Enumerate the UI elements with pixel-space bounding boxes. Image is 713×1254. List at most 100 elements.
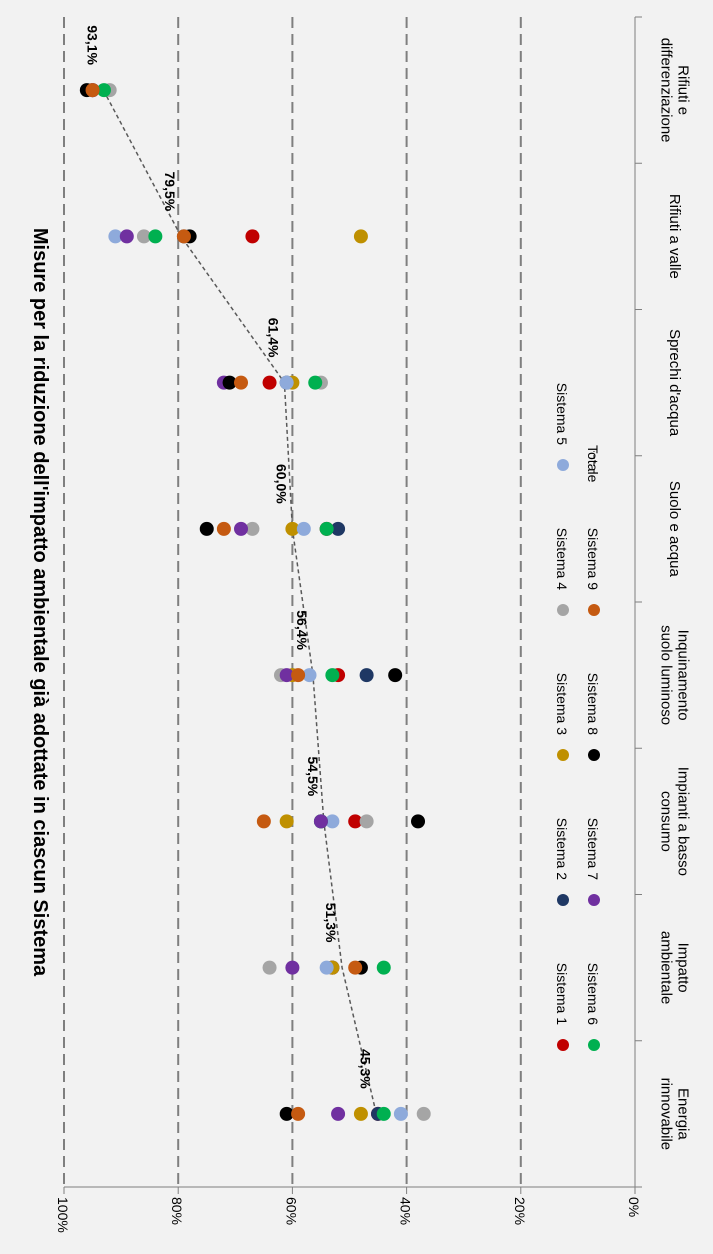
data-point xyxy=(353,229,368,244)
category-label-line: Sprechi d'acqua xyxy=(666,329,683,437)
points xyxy=(79,83,431,1121)
data-point xyxy=(108,229,123,244)
legend-label: Sistema 8 xyxy=(585,673,601,735)
data-point xyxy=(245,521,260,536)
category-label-line: differenziazione xyxy=(658,38,675,143)
value-tick-label: 80% xyxy=(169,1197,185,1225)
data-point xyxy=(331,521,346,536)
data-point xyxy=(222,375,237,390)
data-point xyxy=(216,521,231,536)
category-label-line: consumo xyxy=(658,791,675,852)
data-point xyxy=(136,229,151,244)
data-point xyxy=(331,1106,346,1121)
legend-label: Sistema 2 xyxy=(554,818,570,880)
legend: Sistema 1 Sistema 2 Sistema 3 Sistema 4 Sist… xyxy=(554,383,601,1051)
total-label: 54,5% xyxy=(305,757,321,797)
category-label: Rifiuti edifferenziazione xyxy=(658,38,692,143)
data-point xyxy=(359,668,374,683)
data-point xyxy=(296,521,311,536)
category-label: Rifiuti a valle xyxy=(666,194,683,279)
data-point xyxy=(262,375,277,390)
data-point xyxy=(119,229,134,244)
legend-marker xyxy=(557,1039,569,1051)
legend-marker xyxy=(588,604,600,616)
legend-label: Sistema 7 xyxy=(585,818,601,880)
data-point xyxy=(285,521,300,536)
legend-label: Sistema 9 xyxy=(585,528,601,590)
value-tick-label: 100% xyxy=(55,1197,71,1233)
data-point xyxy=(416,1106,431,1121)
legend-marker xyxy=(588,894,600,906)
category-label-line: Rifiuti e xyxy=(675,65,692,115)
data-point xyxy=(234,375,249,390)
axes xyxy=(63,16,642,1194)
total-label: 60,0% xyxy=(273,464,289,504)
data-point xyxy=(291,1106,306,1121)
category-label: Impattoambientale xyxy=(658,931,692,1004)
category-label-line: rinnovabile xyxy=(658,1078,675,1151)
legend-marker xyxy=(557,894,569,906)
value-tick-label: 60% xyxy=(283,1197,299,1225)
data-point xyxy=(176,229,191,244)
data-point xyxy=(199,521,214,536)
legend-label: Sistema 3 xyxy=(554,673,570,735)
data-point xyxy=(96,83,111,98)
category-label-line: Suolo e acqua xyxy=(666,481,683,578)
category-label-line: Impianti a basso xyxy=(675,767,692,876)
data-point xyxy=(393,1106,408,1121)
legend-marker xyxy=(557,459,569,471)
legend-marker xyxy=(588,749,600,761)
data-point xyxy=(85,83,100,98)
data-point xyxy=(319,960,334,975)
category-label: Energiarinnovabile xyxy=(658,1078,692,1151)
total-label: 61,4% xyxy=(265,318,281,358)
value-tick-label: 40% xyxy=(398,1197,414,1225)
legend-label: Sistema 1 xyxy=(554,963,570,1025)
text: 0% 20% 40% 60% 80% 100% Rifiuti edifferenziazi… xyxy=(29,25,692,1233)
data-point xyxy=(325,814,340,829)
legend-label: Sistema 4 xyxy=(554,528,570,590)
data-point xyxy=(411,814,426,829)
data-point xyxy=(279,814,294,829)
legend-marker xyxy=(557,604,569,616)
category-label: Impianti a bassoconsumo xyxy=(658,767,692,876)
category-label: Sprechi d'acqua xyxy=(666,329,683,437)
data-point xyxy=(234,521,249,536)
total-label: 51,3% xyxy=(323,903,339,943)
legend-marker xyxy=(557,749,569,761)
data-point xyxy=(376,960,391,975)
category-label-line: suolo luminoso xyxy=(658,625,675,725)
value-tick-label: 0% xyxy=(626,1197,642,1217)
data-point xyxy=(388,668,403,683)
total-label: 79,5% xyxy=(162,172,178,212)
data-point xyxy=(262,960,277,975)
legend-label: Sistema 6 xyxy=(585,963,601,1025)
data-point xyxy=(291,668,306,683)
legend-marker xyxy=(588,1039,600,1051)
data-point xyxy=(148,229,163,244)
category-label-line: Impatto xyxy=(675,943,692,993)
data-point xyxy=(279,375,294,390)
data-point xyxy=(245,229,260,244)
data-point xyxy=(348,814,363,829)
data-point xyxy=(302,668,317,683)
data-point xyxy=(353,1106,368,1121)
data-point xyxy=(256,814,271,829)
data-point xyxy=(319,521,334,536)
data-point xyxy=(308,375,323,390)
legend-label: Totale xyxy=(585,445,601,483)
data-point xyxy=(325,668,340,683)
category-label: Inquinamentosuolo luminoso xyxy=(658,625,692,725)
category-label-line: Energia xyxy=(675,1088,692,1140)
chart-title: Misure per la riduzione dell'impatto amb… xyxy=(29,228,51,977)
category-label-line: ambientale xyxy=(658,931,675,1004)
category-label-line: Rifiuti a valle xyxy=(666,194,683,279)
category-label-line: Inquinamento xyxy=(675,630,692,721)
grid xyxy=(63,17,522,1187)
data-point xyxy=(348,960,363,975)
data-point xyxy=(359,814,374,829)
data-point xyxy=(313,814,328,829)
value-tick-label: 20% xyxy=(512,1197,528,1225)
